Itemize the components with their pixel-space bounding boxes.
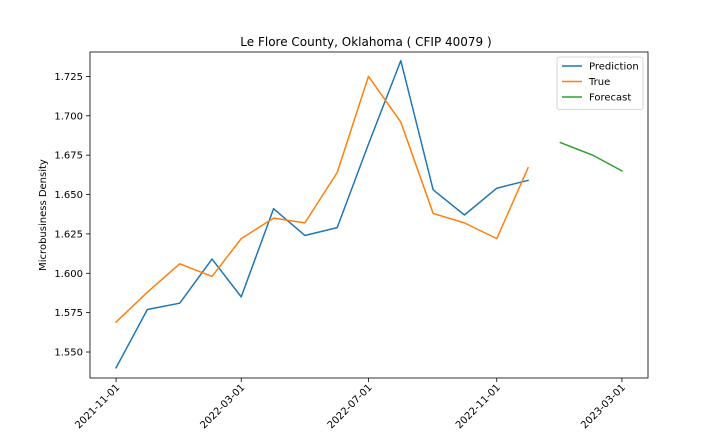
series-layer <box>115 59 623 369</box>
y-tick-label: 1.675 <box>54 151 83 162</box>
legend-label-prediction: Prediction <box>589 62 639 73</box>
x-tick-label: 2022-11-01 <box>454 382 503 431</box>
y-tick-label: 1.550 <box>54 348 83 359</box>
x-tick-label: 2023-03-01 <box>579 382 628 431</box>
x-tick-label: 2022-07-01 <box>326 382 375 431</box>
y-tick-label: 1.725 <box>54 72 83 83</box>
y-tick-label: 1.650 <box>54 190 83 201</box>
y-tick-label: 1.700 <box>54 111 83 122</box>
y-axis: 1.550 1.575 1.600 1.625 1.650 1.675 1.700 1.725 <box>54 72 90 359</box>
legend-label-forecast: Forecast <box>589 93 631 104</box>
y-tick-label: 1.600 <box>54 269 83 280</box>
chart-title: Le Flore County, Oklahoma ( CFIP 40079 ) <box>240 35 491 49</box>
y-tick-label: 1.625 <box>54 229 83 240</box>
series-line-forecast <box>559 141 623 172</box>
y-tick-label: 1.575 <box>54 308 83 319</box>
y-axis-label: Microbusiness Density <box>38 159 49 271</box>
legend-label-true: True <box>588 77 610 88</box>
x-tick-label: 2022-03-01 <box>198 382 247 431</box>
series-line-true <box>115 75 530 324</box>
x-tick-label: 2021-11-01 <box>73 382 122 431</box>
series-line-prediction <box>115 59 529 369</box>
legend: Prediction True Forecast <box>556 56 644 110</box>
plot-frame <box>89 51 649 379</box>
x-axis: 2021-11-01 2022-03-01 2022-07-01 2022-11-01… <box>73 378 628 431</box>
